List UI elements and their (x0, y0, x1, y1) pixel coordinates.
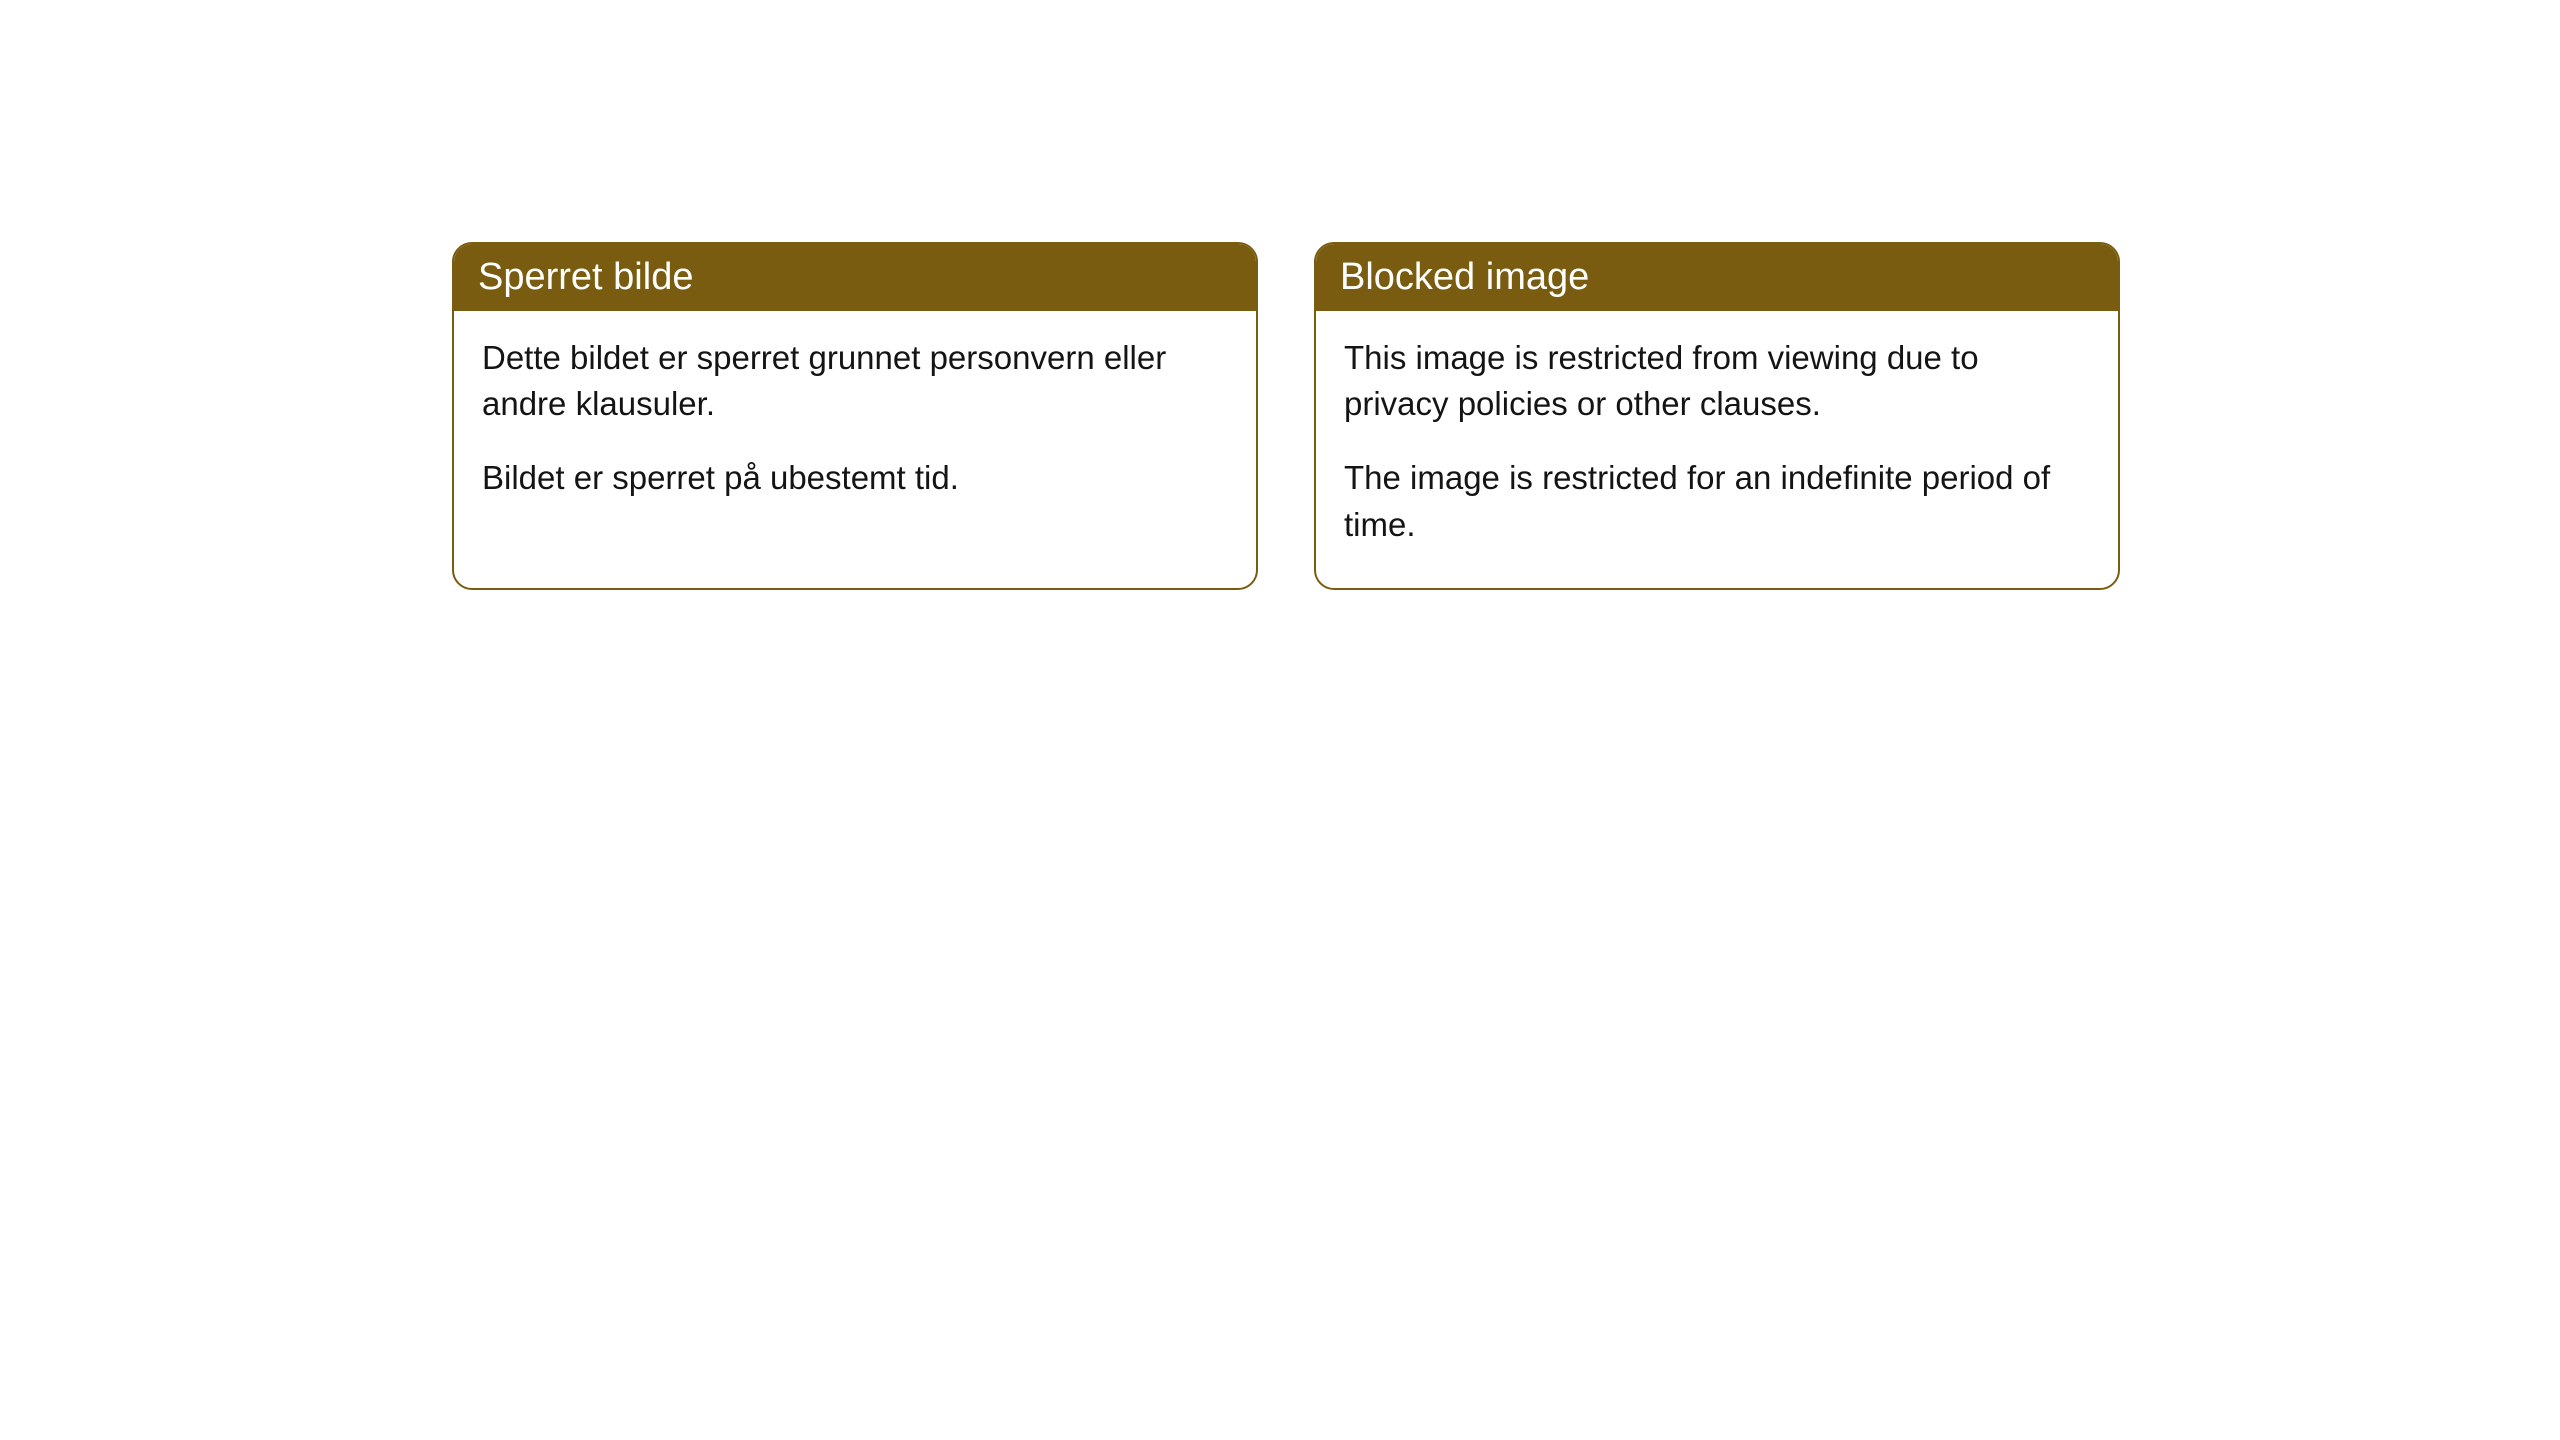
card-paragraph-1-norwegian: Dette bildet er sperret grunnet personve… (482, 335, 1228, 427)
card-paragraph-1-english: This image is restricted from viewing du… (1344, 335, 2090, 427)
card-paragraph-2-english: The image is restricted for an indefinit… (1344, 455, 2090, 547)
card-body-english: This image is restricted from viewing du… (1316, 311, 2118, 588)
card-body-norwegian: Dette bildet er sperret grunnet personve… (454, 311, 1256, 542)
card-paragraph-2-norwegian: Bildet er sperret på ubestemt tid. (482, 455, 1228, 501)
card-header-norwegian: Sperret bilde (454, 244, 1256, 311)
cards-container: Sperret bilde Dette bildet er sperret gr… (0, 0, 2560, 590)
card-header-english: Blocked image (1316, 244, 2118, 311)
blocked-image-card-norwegian: Sperret bilde Dette bildet er sperret gr… (452, 242, 1258, 590)
blocked-image-card-english: Blocked image This image is restricted f… (1314, 242, 2120, 590)
